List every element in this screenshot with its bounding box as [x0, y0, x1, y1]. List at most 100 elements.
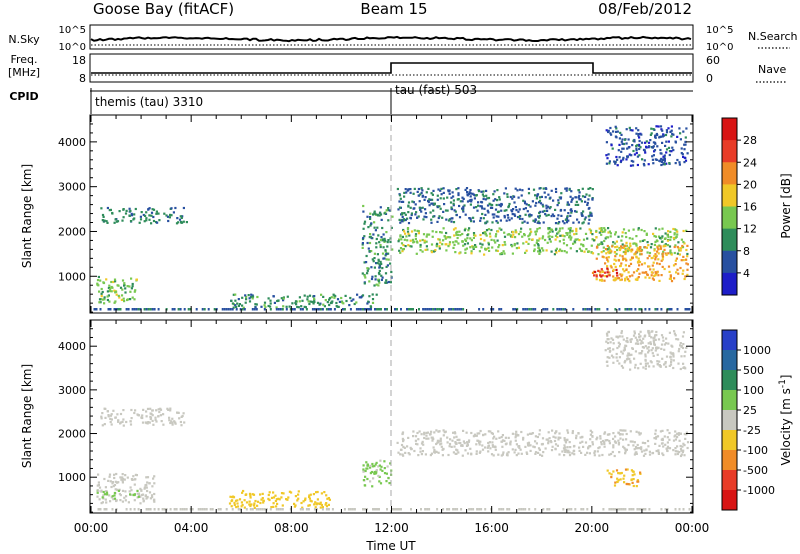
power-colorbar-bands: [722, 118, 737, 296]
power-echo-cell: [603, 239, 606, 243]
velocity-echo-cell: [579, 436, 582, 439]
power-echo-cell: [131, 296, 134, 299]
velocity-echo-cell: [439, 439, 442, 442]
power-echo-cell: [242, 306, 245, 309]
velocity-echo-cell: [308, 504, 311, 507]
velocity-echo-cell: [114, 416, 117, 419]
power-echo-cell: [477, 201, 480, 204]
velocity-echo-cell: [640, 448, 643, 451]
power-echo-cell: [646, 273, 649, 276]
power-echo-cell: [493, 190, 496, 193]
power-echo-cell: [656, 145, 659, 148]
velocity-echo-cell: [616, 477, 619, 480]
power-echo-cell: [652, 162, 655, 165]
freq-right-tick-bottom: 0: [706, 72, 713, 85]
velocity-echo-cell: [663, 348, 666, 351]
power-echo-cell: [401, 213, 404, 216]
power-echo-cell: [380, 218, 383, 221]
power-echo-cell: [676, 230, 679, 233]
velocity-echo-cell: [362, 464, 365, 467]
power-echo-cell: [647, 265, 650, 268]
power-echo-cell: [597, 253, 600, 256]
power-echo-cell: [646, 251, 649, 254]
velocity-echo-cell: [234, 499, 238, 502]
power-echo-cell: [650, 127, 653, 130]
power-echo-cell: [398, 218, 401, 221]
power-echo-cell: [674, 259, 677, 262]
velocity-echo-cell: [554, 436, 557, 439]
power-echo-cell: [606, 244, 609, 248]
velocity-echo-cell: [648, 331, 651, 334]
power-echo-cell: [281, 308, 284, 311]
power-echo-cell: [629, 262, 633, 265]
velocity-echo-cell: [230, 505, 233, 508]
power-echo-cell: [614, 277, 617, 280]
power-echo-cell: [432, 189, 435, 192]
velocity-echo-cell: [487, 441, 490, 445]
power-echo-cell: [634, 278, 637, 281]
power-echo-cell: [452, 199, 455, 202]
power-echo-cell: [588, 194, 591, 197]
power-echo-cell: [127, 308, 130, 311]
velocity-echo-cell: [621, 429, 624, 432]
power-echo-cell: [410, 230, 414, 233]
power-echo-cell: [406, 217, 409, 220]
power-echo-cell: [462, 197, 465, 200]
power-echo-cell: [170, 214, 173, 217]
power-echo-cell: [614, 255, 617, 258]
power-echo-cell: [318, 303, 321, 306]
power-echo-cell: [472, 193, 475, 196]
power-echo-cell: [594, 308, 597, 311]
power-echo-cell: [607, 256, 610, 259]
power-echo-cell: [368, 241, 372, 245]
power-echo-cell: [366, 302, 369, 305]
velocity-echo-cell: [446, 436, 449, 439]
velocity-echo-cell: [430, 430, 433, 433]
power-echo-cell: [549, 196, 552, 199]
noise-right-tick-bottom: 10^0: [706, 42, 733, 53]
velocity-echo-cell: [644, 353, 647, 356]
power-echo-cell: [676, 135, 679, 138]
power-echo-cell: [417, 215, 420, 218]
power-echo-cell: [467, 229, 470, 232]
power-echo-cell: [574, 210, 577, 213]
velocity-echo-cell: [113, 476, 116, 480]
velocity-echo-cell: [620, 331, 623, 335]
power-echo-cell: [470, 200, 473, 203]
power-echo-cell: [558, 249, 561, 253]
power-echo-cell: [588, 218, 591, 221]
velocity-echo-cell: [679, 447, 683, 450]
power-echo-cell: [653, 274, 656, 277]
power-echo-cell: [665, 148, 669, 151]
velocity-echo-cell: [584, 441, 588, 444]
power-echo-cell: [431, 202, 434, 205]
velocity-echo-cell: [113, 483, 117, 487]
power-echo-cell: [441, 216, 444, 219]
velocity-echo-cell: [129, 493, 132, 496]
power-echo-cell: [568, 231, 571, 234]
power-echo-cell: [113, 289, 116, 292]
velocity-echo-cell: [632, 508, 635, 511]
velocity-echo-cell: [579, 441, 582, 444]
velocity-echo-cell: [101, 424, 104, 427]
power-echo-cell: [673, 245, 676, 249]
power-echo-cell: [391, 215, 394, 218]
velocity-echo-cell: [538, 448, 541, 451]
power-echo-cell: [375, 283, 378, 286]
power-echo-cell: [311, 308, 314, 311]
velocity-echo-cell: [654, 432, 657, 435]
velocity-echo-cell: [254, 499, 257, 503]
power-echo-cell: [134, 289, 137, 292]
velocity-echo-cell: [518, 446, 521, 449]
power-echo-cell: [406, 227, 410, 230]
velocity-echo-cell: [623, 346, 626, 349]
velocity-echo-cell: [636, 443, 639, 447]
power-echo-cell: [637, 228, 640, 231]
velocity-ylabel: Slant Range [km]: [20, 364, 34, 468]
power-echo-cell: [436, 220, 439, 223]
velocity-echo-cell: [632, 478, 635, 481]
velocity-echo-cell: [561, 450, 564, 453]
velocity-echo-cell: [466, 444, 469, 447]
power-echo-cell: [617, 235, 620, 238]
velocity-echo-cell: [529, 432, 532, 435]
